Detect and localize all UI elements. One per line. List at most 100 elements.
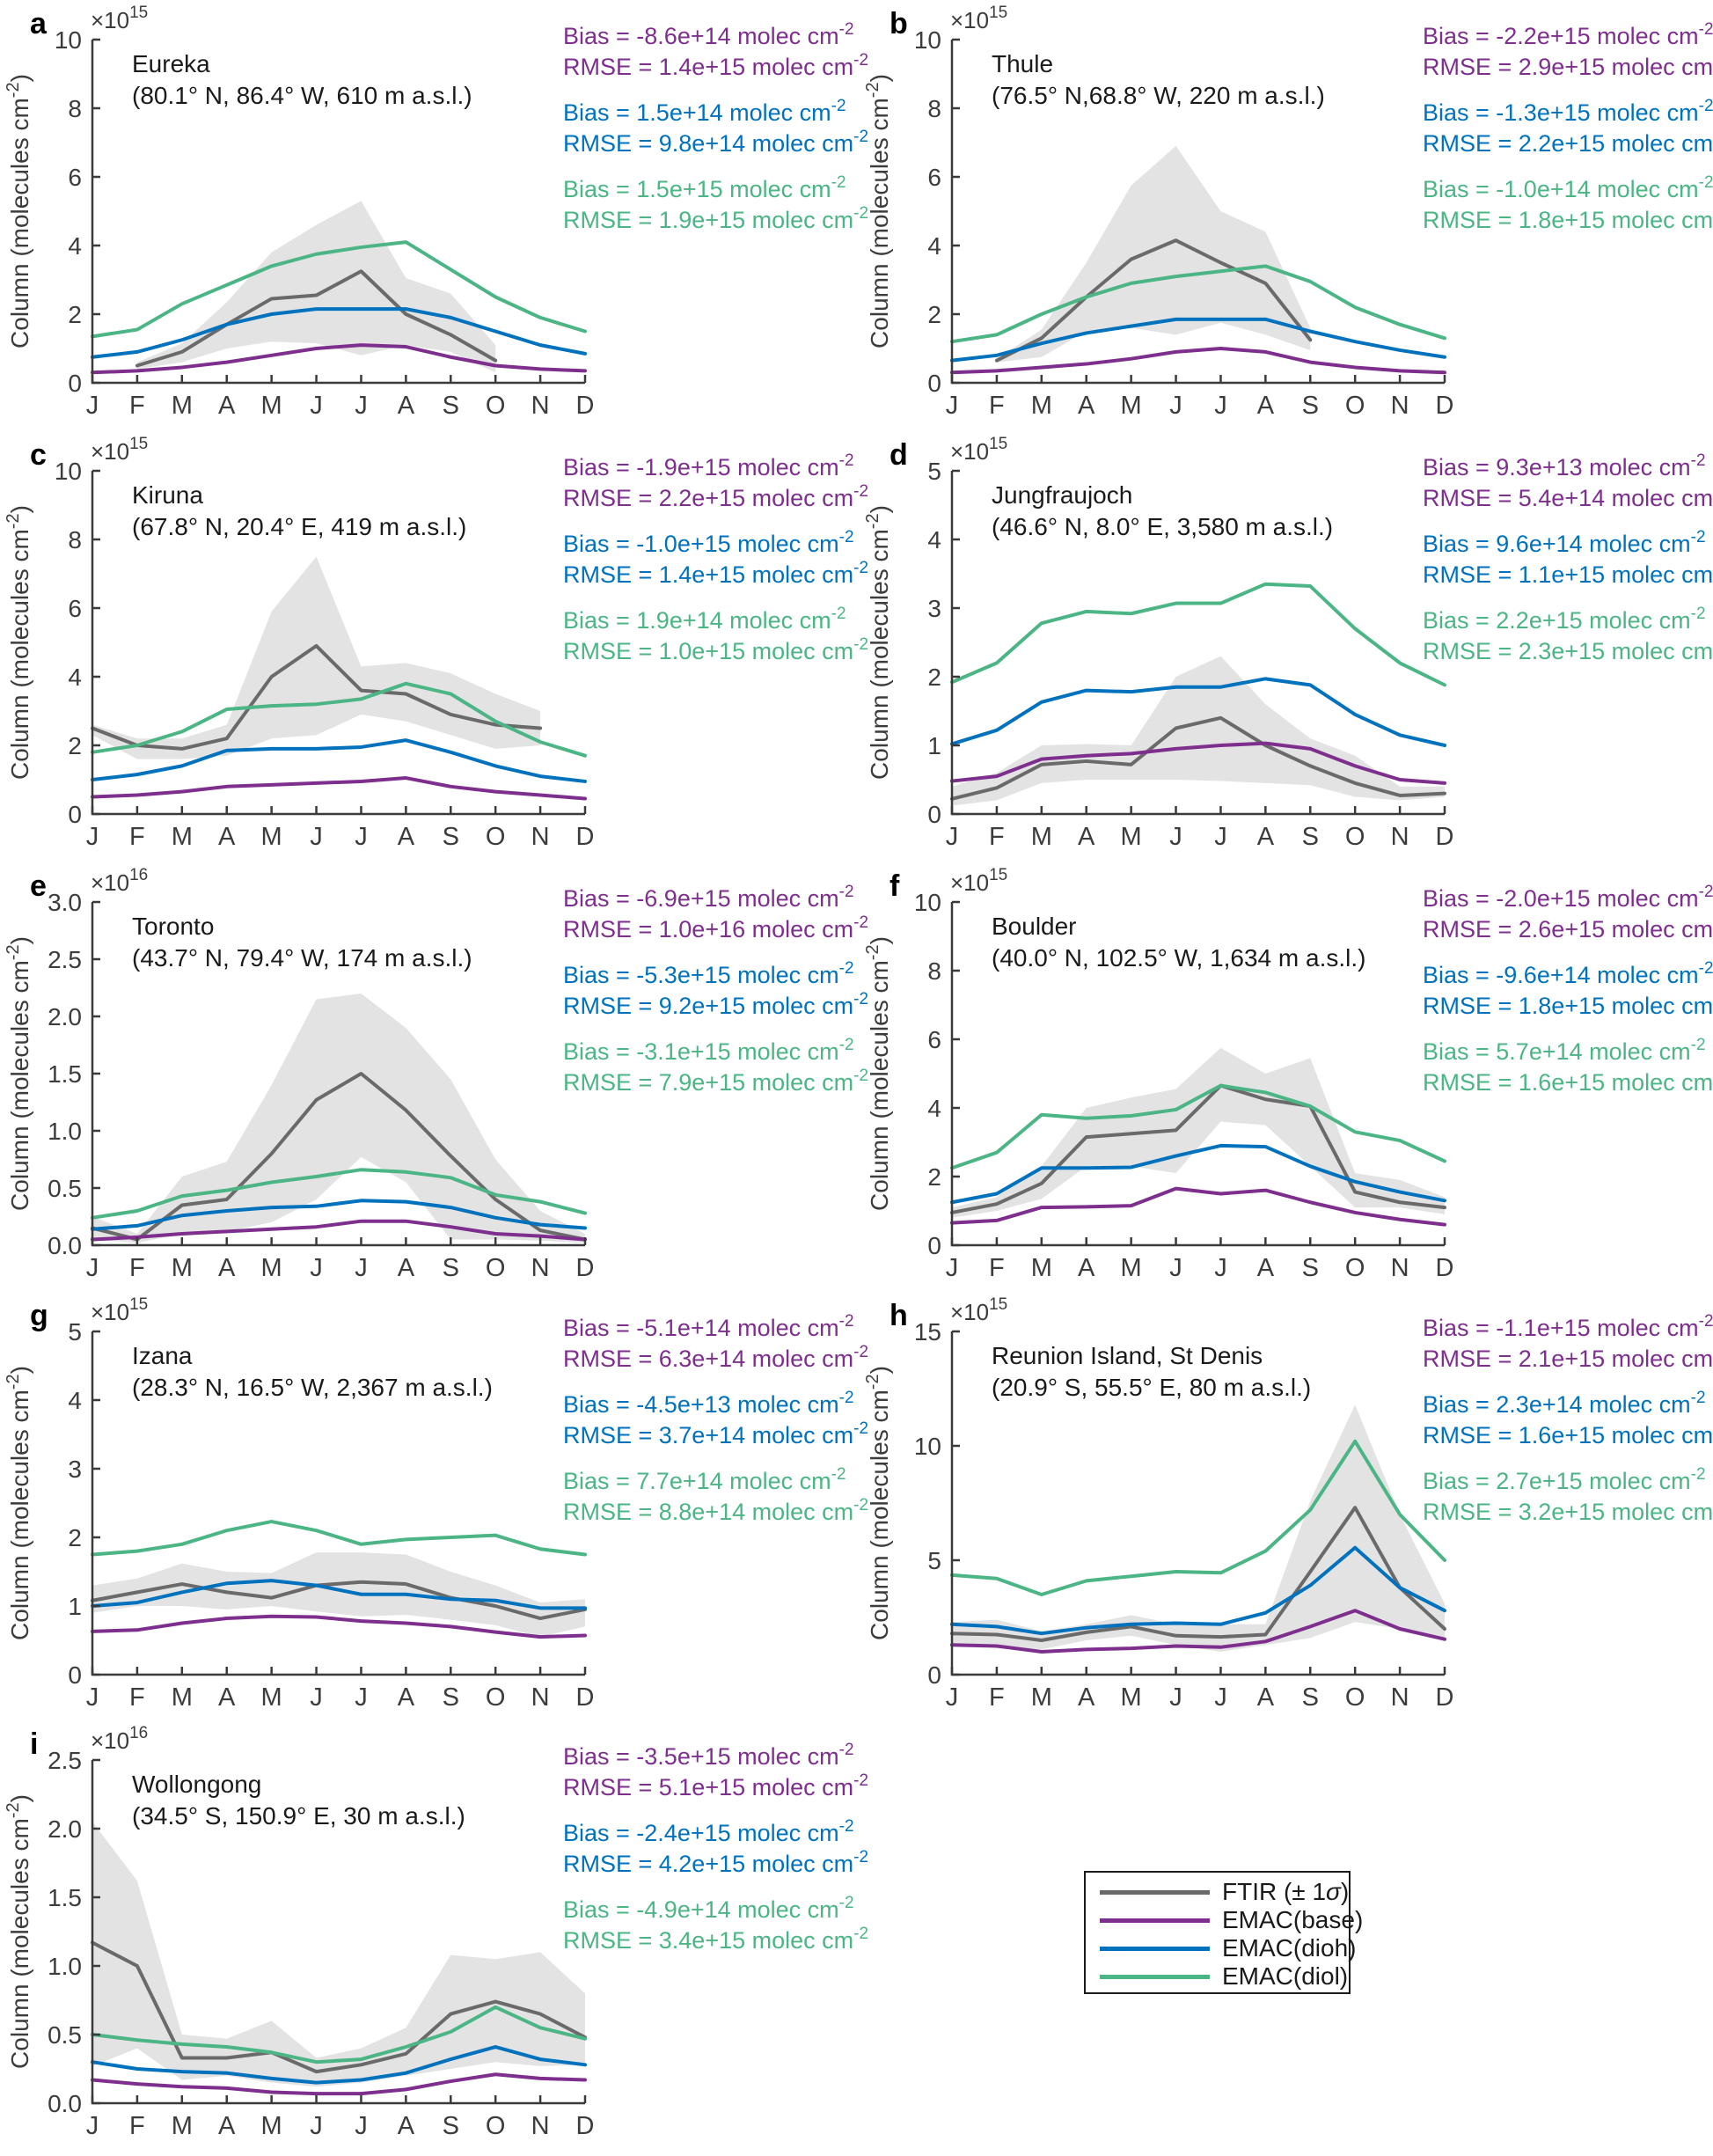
legend-line-base: [1100, 1918, 1210, 1923]
axis-exponent: ×1015: [91, 435, 148, 465]
x-tick-label: O: [486, 2112, 506, 2140]
y-tick-label: 6: [927, 164, 941, 191]
y-axis-label: Column (molecules cm-2): [4, 505, 33, 780]
bias-base: Bias = -1.1e+15 molec cm-2: [1423, 1312, 1713, 1341]
rmse-base: RMSE = 2.2e+15 molec cm-2: [563, 482, 868, 511]
ftir-line: [91, 1072, 587, 1242]
x-tick-label: J: [355, 1254, 368, 1282]
x-tick-label: F: [129, 1254, 145, 1282]
x-tick-label: S: [1302, 1254, 1319, 1282]
station-name: Wollongong: [132, 1771, 261, 1798]
rmse-diol: RMSE = 7.9e+15 molec cm-2: [563, 1067, 868, 1096]
y-tick-label: 2: [927, 301, 941, 328]
rmse-diol: RMSE = 2.3e+15 molec cm-2: [1423, 635, 1713, 664]
y-axis-label: Column (molecules cm-2): [863, 936, 893, 1211]
x-tick-label: A: [1257, 1683, 1275, 1712]
bias-base: Bias = -3.5e+15 molec cm-2: [563, 1741, 854, 1770]
y-tick-label: 5: [927, 1547, 941, 1574]
x-tick-label: J: [310, 823, 323, 851]
x-tick-label: J: [946, 392, 959, 420]
rmse-base: RMSE = 6.3e+14 molec cm-2: [563, 1343, 868, 1372]
station-coordinates: (76.5° N,68.8° W, 220 m a.s.l.): [992, 82, 1325, 109]
x-tick-label: A: [1257, 392, 1275, 420]
panel-letter: a: [30, 7, 48, 40]
station-coordinates: (20.9° S, 55.5° E, 80 m a.s.l.): [992, 1374, 1311, 1401]
x-tick-label: J: [355, 823, 368, 851]
x-tick-label: D: [576, 392, 595, 420]
legend-label-ftir: FTIR (± 1σ): [1222, 1878, 1350, 1905]
x-tick-label: S: [443, 392, 459, 420]
panel-letter: d: [889, 438, 908, 472]
x-tick-label: A: [218, 1254, 236, 1282]
y-tick-label: 8: [927, 957, 941, 985]
y-tick-label: 2: [927, 664, 941, 691]
ftir-line: [91, 1580, 587, 1621]
x-tick-label: J: [1214, 823, 1227, 851]
x-tick-label: M: [1121, 1254, 1142, 1282]
y-tick-label: 1.5: [48, 1060, 82, 1088]
station-coordinates: (28.3° N, 16.5° W, 2,367 m a.s.l.): [132, 1374, 493, 1401]
y-tick-label: 4: [927, 526, 941, 554]
y-tick-label: 0.0: [48, 2090, 82, 2117]
y-tick-label: 8: [68, 95, 82, 122]
y-tick-label: 2.0: [48, 1003, 82, 1030]
y-tick-label: 2.5: [48, 946, 82, 973]
x-tick-label: A: [398, 823, 415, 851]
emac-dioh-line: [91, 1199, 587, 1231]
station-name: Reunion Island, St Denis: [992, 1342, 1263, 1369]
x-tick-label: J: [946, 823, 959, 851]
x-tick-label: O: [1345, 823, 1365, 851]
ftir-line: [91, 643, 543, 751]
y-tick-label: 1.0: [48, 1953, 82, 1980]
y-tick-label: 0: [68, 370, 82, 397]
x-tick-label: J: [1169, 1254, 1182, 1282]
bias-diol: Bias = 2.2e+15 molec cm-2: [1423, 605, 1706, 634]
rmse-dioh: RMSE = 1.1e+15 molec cm-2: [1423, 559, 1713, 588]
ftir-line: [950, 715, 1446, 801]
y-tick-label: 6: [68, 164, 82, 191]
legend-label-diol: EMAC(diol): [1222, 1962, 1349, 1990]
y-tick-label: 3.0: [48, 889, 82, 916]
y-tick-label: 3: [927, 595, 941, 622]
x-tick-label: O: [1345, 1683, 1365, 1712]
bias-base: Bias = -8.6e+14 molec cm-2: [563, 20, 854, 49]
y-tick-label: 10: [55, 458, 82, 485]
x-tick-label: S: [443, 1683, 459, 1712]
x-tick-label: N: [1391, 823, 1409, 851]
bias-diol: Bias = -4.9e+14 molec cm-2: [563, 1894, 854, 1923]
station-name: Boulder: [992, 913, 1077, 940]
bias-base: Bias = -2.0e+15 molec cm-2: [1423, 883, 1713, 912]
x-tick-label: O: [1345, 1254, 1365, 1282]
emac-base-line: [950, 741, 1446, 785]
y-tick-label: 2.5: [48, 1747, 82, 1774]
x-tick-label: J: [310, 2112, 323, 2140]
x-tick-label: A: [398, 1254, 415, 1282]
y-tick-label: 2: [68, 732, 82, 759]
x-tick-label: A: [398, 392, 415, 420]
bias-diol: Bias = -1.0e+14 molec cm-2: [1423, 173, 1713, 202]
x-tick-label: N: [531, 2112, 550, 2140]
x-tick-label: M: [261, 392, 282, 420]
emac-dioh-line: [950, 1545, 1446, 1636]
x-tick-label: F: [129, 1683, 145, 1712]
ftir-sigma-band: [92, 994, 585, 1243]
emac-dioh-line: [91, 1579, 587, 1610]
bias-dioh: Bias = 1.5e+14 molec cm-2: [563, 97, 846, 126]
station-name: Toronto: [132, 913, 214, 940]
x-tick-label: J: [310, 1683, 323, 1712]
y-tick-label: 0.0: [48, 1232, 82, 1259]
y-tick-label: 15: [914, 1318, 941, 1346]
x-tick-label: D: [1436, 823, 1454, 851]
x-tick-label: M: [1121, 1683, 1142, 1712]
x-tick-label: A: [1078, 1683, 1095, 1712]
x-tick-label: M: [1031, 823, 1052, 851]
y-tick-label: 8: [927, 95, 941, 122]
rmse-dioh: RMSE = 1.8e+15 molec cm-2: [1423, 990, 1713, 1019]
